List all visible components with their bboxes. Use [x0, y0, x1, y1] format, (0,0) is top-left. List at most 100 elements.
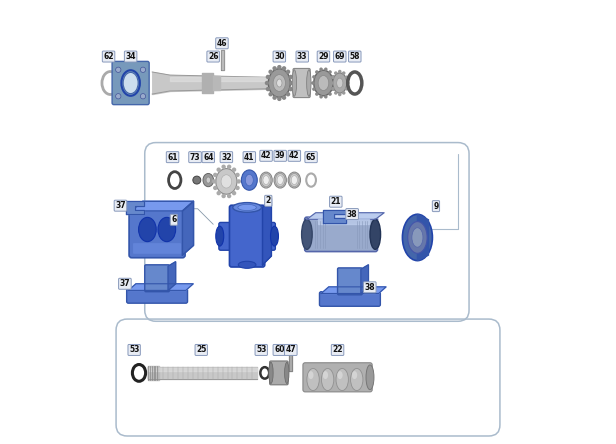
Circle shape [232, 167, 237, 172]
Circle shape [282, 95, 286, 100]
Polygon shape [361, 265, 368, 293]
Circle shape [212, 179, 216, 184]
Circle shape [332, 81, 336, 85]
Ellipse shape [216, 226, 224, 246]
Circle shape [311, 81, 315, 85]
Text: 53: 53 [129, 345, 139, 354]
Text: 47: 47 [285, 345, 296, 354]
Circle shape [282, 66, 286, 71]
Circle shape [315, 92, 318, 96]
Polygon shape [321, 287, 386, 293]
Ellipse shape [245, 174, 253, 186]
FancyBboxPatch shape [293, 68, 310, 98]
Text: 21: 21 [331, 197, 341, 206]
Text: 73: 73 [190, 153, 200, 162]
Circle shape [345, 87, 349, 91]
Text: 41: 41 [244, 153, 254, 162]
Polygon shape [126, 201, 144, 214]
Circle shape [193, 176, 201, 184]
FancyBboxPatch shape [230, 205, 265, 267]
Ellipse shape [233, 202, 261, 212]
Circle shape [216, 167, 221, 172]
Circle shape [345, 75, 349, 79]
Circle shape [265, 81, 269, 85]
Ellipse shape [412, 228, 423, 247]
Text: 32: 32 [221, 153, 232, 162]
FancyBboxPatch shape [219, 222, 275, 250]
Circle shape [286, 70, 290, 74]
Ellipse shape [302, 219, 312, 250]
Ellipse shape [402, 214, 432, 261]
Circle shape [213, 186, 217, 190]
FancyBboxPatch shape [338, 268, 362, 295]
Text: 9: 9 [433, 202, 439, 210]
Circle shape [331, 75, 334, 79]
Ellipse shape [292, 70, 296, 96]
FancyBboxPatch shape [320, 292, 380, 306]
FancyBboxPatch shape [129, 208, 185, 258]
Ellipse shape [238, 204, 256, 210]
Circle shape [235, 186, 240, 190]
Circle shape [277, 97, 282, 101]
Circle shape [312, 87, 315, 91]
Ellipse shape [158, 218, 176, 242]
Ellipse shape [221, 175, 232, 188]
Text: 26: 26 [208, 52, 219, 61]
Text: 42: 42 [289, 151, 299, 160]
Ellipse shape [123, 72, 138, 94]
Ellipse shape [338, 371, 342, 379]
Circle shape [328, 92, 332, 96]
Circle shape [288, 87, 293, 91]
Text: 29: 29 [318, 52, 329, 61]
Text: 2: 2 [265, 196, 271, 205]
Ellipse shape [269, 69, 290, 97]
Text: 65: 65 [306, 153, 316, 162]
Polygon shape [168, 262, 176, 290]
Circle shape [346, 81, 349, 85]
Circle shape [265, 87, 270, 91]
Text: 6: 6 [171, 215, 177, 224]
Text: 58: 58 [349, 52, 360, 61]
Circle shape [272, 66, 277, 71]
Circle shape [216, 191, 221, 195]
Ellipse shape [216, 169, 237, 194]
Ellipse shape [263, 176, 269, 185]
Circle shape [334, 91, 338, 95]
Ellipse shape [139, 218, 156, 242]
Polygon shape [323, 210, 346, 223]
Circle shape [290, 81, 294, 85]
Ellipse shape [269, 362, 273, 384]
Ellipse shape [336, 369, 349, 391]
Ellipse shape [238, 261, 256, 268]
Ellipse shape [203, 174, 214, 187]
Ellipse shape [291, 176, 298, 185]
Ellipse shape [285, 362, 289, 384]
Text: 69: 69 [334, 52, 345, 61]
Circle shape [338, 70, 341, 73]
Text: 46: 46 [217, 39, 227, 48]
Ellipse shape [323, 371, 328, 379]
Polygon shape [132, 201, 193, 211]
Circle shape [227, 194, 232, 198]
Ellipse shape [366, 365, 374, 390]
Ellipse shape [322, 369, 334, 391]
Text: 37: 37 [120, 279, 130, 288]
Text: 60: 60 [274, 345, 285, 354]
Circle shape [140, 67, 145, 72]
Polygon shape [418, 214, 429, 261]
Ellipse shape [307, 369, 319, 391]
Ellipse shape [307, 70, 311, 96]
Ellipse shape [277, 79, 282, 87]
Text: 30: 30 [274, 52, 285, 61]
Polygon shape [182, 201, 193, 255]
Circle shape [221, 194, 226, 198]
Ellipse shape [370, 219, 381, 250]
Circle shape [116, 94, 121, 99]
Circle shape [319, 67, 323, 71]
Text: 39: 39 [275, 151, 285, 160]
FancyBboxPatch shape [127, 289, 187, 303]
Circle shape [330, 81, 334, 85]
Ellipse shape [260, 172, 272, 188]
Ellipse shape [408, 222, 427, 254]
Circle shape [235, 173, 240, 177]
